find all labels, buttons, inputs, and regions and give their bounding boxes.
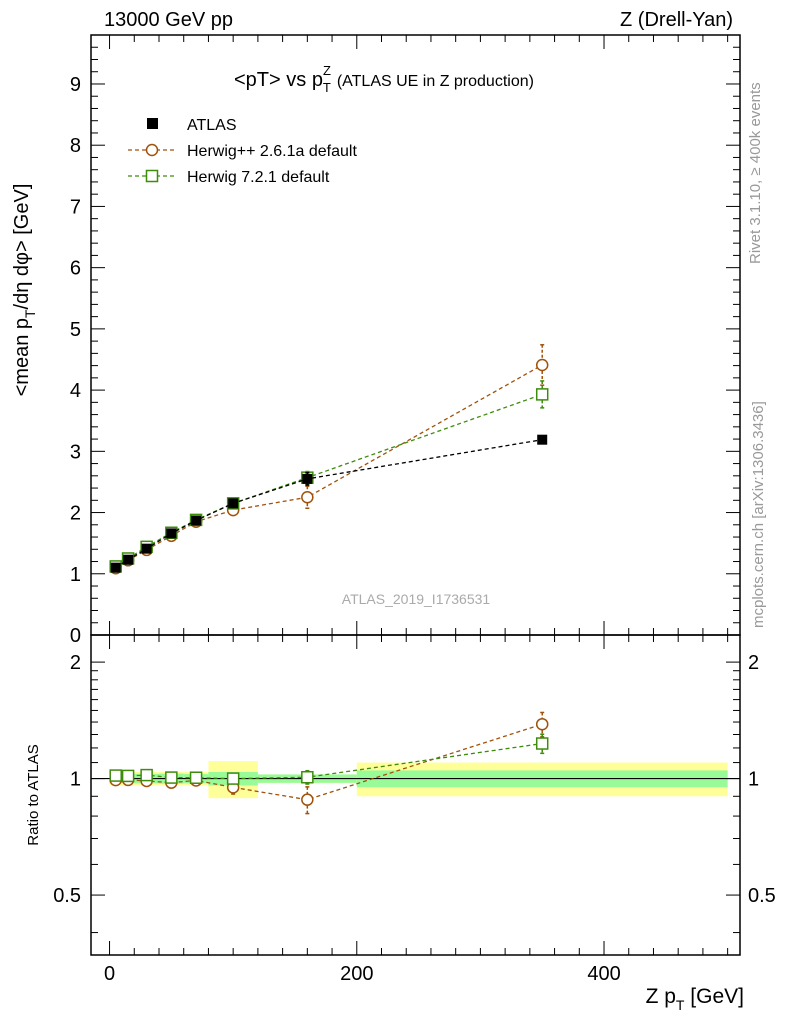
legend: ATLAS Herwig++ 2.6.1a default Herwig 7.2…: [128, 117, 357, 186]
main-ytick-label: 2: [70, 503, 81, 525]
x-tick-label: 400: [587, 963, 620, 985]
ratio-herwig7-point: [165, 771, 178, 784]
ratio-ytick-label-right: 1: [748, 769, 759, 791]
ratio-frame: [90, 634, 741, 956]
ratio-bands: [91, 761, 740, 799]
herwigpp-point: [535, 358, 549, 372]
x-tick-label: 200: [340, 963, 373, 985]
rivet-version-label: Rivet 3.1.10, ≥ 400k events: [747, 82, 764, 264]
atlas-point: [228, 498, 239, 509]
ratio-herwig7-point: [301, 770, 314, 784]
main-ytick-label: 3: [70, 441, 81, 463]
atlas-point: [123, 554, 134, 565]
x-tick-label: 0: [104, 963, 115, 985]
ratio-ytick-label: 1: [70, 769, 81, 791]
ratio-herwig7-point: [121, 769, 135, 783]
ratio-ylabel: Ratio to ATLAS: [25, 744, 42, 845]
atlas-point: [166, 528, 177, 539]
legend-marker-herwigpp: [145, 143, 159, 157]
atlas-line: [115, 439, 543, 569]
ratio-herwigpp-point: [535, 717, 549, 731]
herwig7-line: [115, 393, 543, 567]
main-ytick-label: 0: [70, 625, 81, 647]
herwigpp-point: [301, 490, 314, 504]
chart-title: <pT> vs pZ T (ATLAS UE in Z production): [234, 63, 534, 95]
header-left: 13000 GeV pp: [104, 9, 233, 31]
main-ytick-label: 8: [70, 135, 81, 157]
mcplots-label: mcplots.cern.ch [arXiv:1306.3436]: [750, 401, 767, 628]
legend-label-herwig7: Herwig 7.2.1 default: [187, 169, 330, 186]
ratio-herwigpp-point: [301, 793, 314, 806]
ratio-ticks: 0 200 400 0.5 0.5 1 1 2 2: [53, 635, 776, 985]
herwigpp-line: [115, 364, 543, 569]
ratio-herwig7-point: [189, 771, 203, 784]
ratio-panel: 0 200 400 0.5 0.5 1 1 2 2 Ratio to ATLAS: [25, 634, 776, 985]
main-ylabel: <mean pT/dη dφ> [GeV]: [11, 184, 38, 397]
herwig7-point: [535, 388, 549, 401]
atlas-point: [141, 543, 152, 554]
atlas-point: [302, 473, 313, 484]
main-ytick-label: 1: [70, 564, 81, 586]
main-ytick-label: 9: [70, 74, 81, 96]
ratio-ytick-label-right: 0.5: [748, 885, 776, 907]
legend-label-herwigpp: Herwig++ 2.6.1a default: [187, 143, 357, 160]
atlas-point: [110, 562, 121, 573]
main-ytick-label: 5: [70, 319, 81, 341]
main-ytick-label: 7: [70, 196, 81, 218]
ratio-herwig7-point: [140, 768, 153, 782]
main-marks: [109, 344, 549, 575]
ratio-ytick-label: 0.5: [53, 885, 81, 907]
atlas-point: [537, 434, 548, 445]
ratio-herwig7-point: [535, 737, 549, 750]
main-ticks: 0 1 2 3 4 5 6 7 8 9: [70, 34, 740, 647]
main-ytick-label: 4: [70, 380, 81, 402]
atlas-point: [191, 515, 202, 526]
ratio-herwig7-point: [226, 772, 240, 785]
ratio-marks: [109, 711, 549, 815]
ratio-herwig7-point: [109, 769, 122, 782]
ratio-ytick-label: 2: [70, 652, 81, 674]
ratio-ytick-label-right: 2: [748, 652, 759, 674]
x-axis-label: Z pT [GeV]: [646, 985, 744, 1013]
legend-label-atlas: ATLAS: [187, 117, 237, 134]
header-right: Z (Drell-Yan): [620, 9, 733, 31]
analysis-watermark: ATLAS_2019_I1736531: [342, 591, 491, 607]
legend-marker-atlas: [147, 118, 158, 129]
main-panel: 0 1 2 3 4 5 6 7 8 9 <pT> vs pZ T (ATLAS UE in Z pro…: [11, 34, 741, 647]
legend-marker-herwig7: [145, 169, 159, 183]
main-ytick-label: 6: [70, 258, 81, 280]
